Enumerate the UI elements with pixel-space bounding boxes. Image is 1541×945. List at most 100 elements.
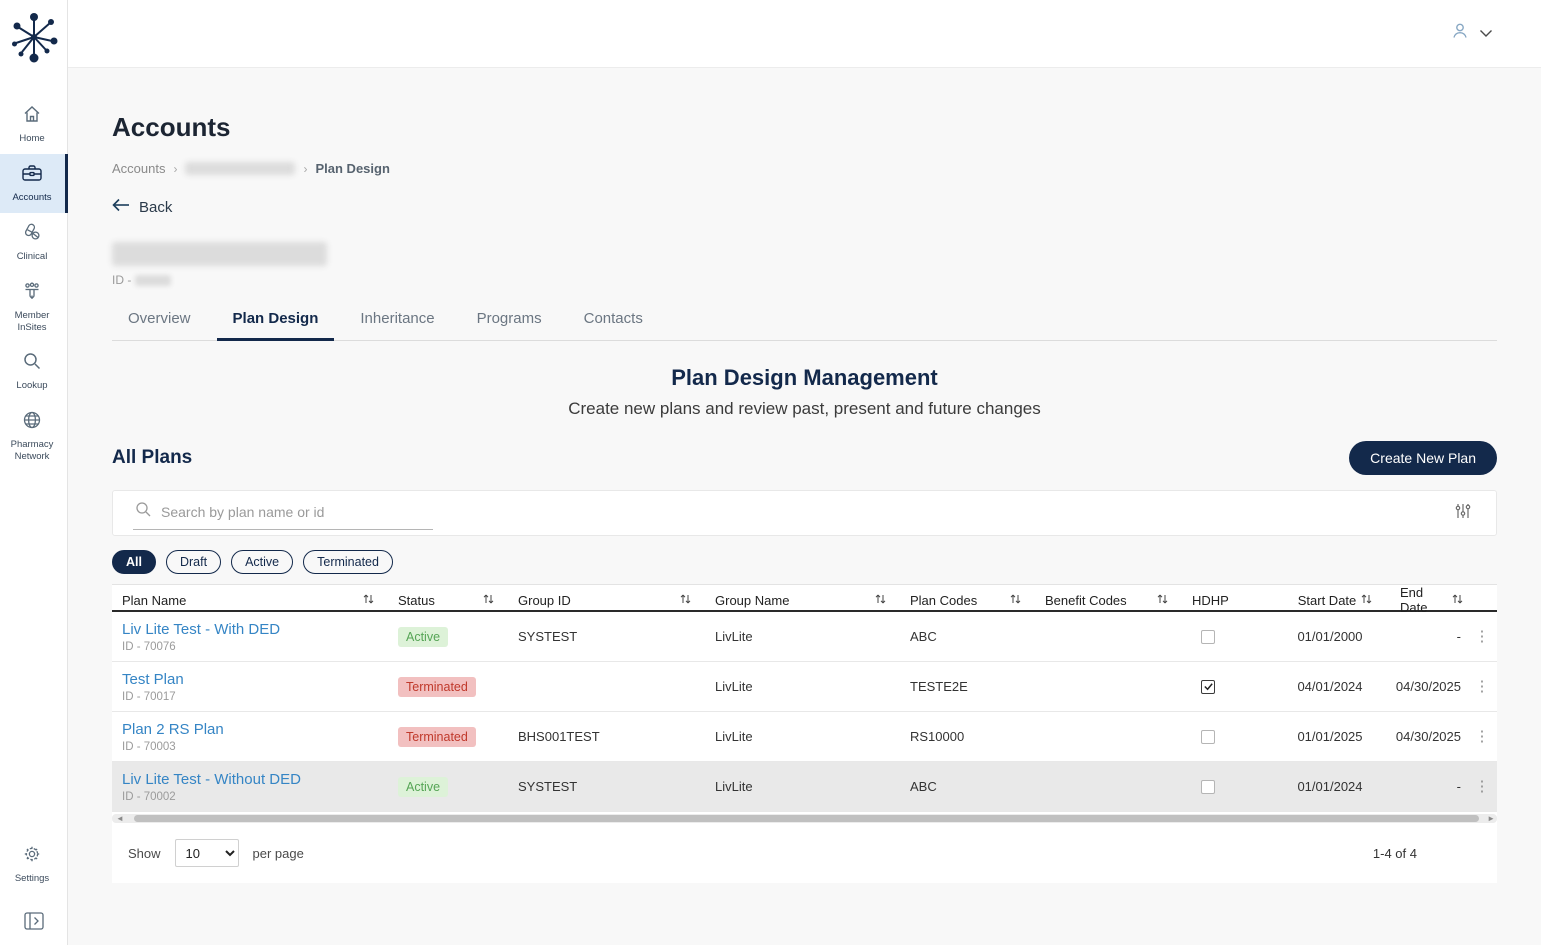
sidebar-item-accounts[interactable]: Accounts [0, 153, 68, 213]
sort-icon [1452, 593, 1463, 608]
sidebar: Home Accounts Clinical Member InSites Lo [0, 0, 68, 945]
sidebar-item-lookup[interactable]: Lookup [0, 342, 68, 401]
table-row: Liv Lite Test - Without DED ID - 70002 Ac… [112, 762, 1497, 812]
tab-programs[interactable]: Programs [476, 310, 542, 327]
sidebar-item-label: Accounts [12, 191, 52, 203]
arrow-left-icon [112, 198, 130, 216]
sort-icon [1010, 593, 1021, 608]
search-input[interactable] [161, 503, 431, 520]
column-header-benefit-codes[interactable]: Benefit Codes [1035, 593, 1182, 608]
pagination: Show 10 per page 1-4 of 4 [112, 823, 1497, 883]
column-header-plan-name[interactable]: Plan Name [112, 593, 388, 608]
tab-inheritance[interactable]: Inheritance [360, 310, 435, 327]
row-menu-icon[interactable]: ⋮ [1474, 678, 1490, 695]
row-menu-icon[interactable]: ⋮ [1474, 628, 1490, 645]
start-date-cell: 01/01/2025 [1297, 729, 1363, 744]
start-date-cell: 01/01/2024 [1297, 779, 1363, 794]
status-badge: Terminated [398, 726, 476, 747]
column-header-status[interactable]: Status [388, 593, 508, 608]
chevron-down-icon [1479, 25, 1493, 43]
sort-icon [1157, 593, 1168, 608]
sidebar-item-clinical[interactable]: Clinical [0, 213, 68, 272]
search-icon [22, 351, 42, 376]
sidebar-item-home[interactable]: Home [0, 95, 68, 154]
create-new-plan-button[interactable]: Create New Plan [1349, 441, 1497, 475]
redacted-account-name [112, 242, 327, 266]
filter-chip-draft[interactable]: Draft [165, 550, 222, 574]
breadcrumb-accounts[interactable]: Accounts [112, 161, 166, 176]
plan-id: ID - 70076 [122, 640, 176, 653]
hdhp-checkbox[interactable] [1201, 729, 1215, 744]
scrollbar-thumb[interactable] [134, 815, 1479, 822]
status-badge: Terminated [398, 676, 476, 697]
page-size-select[interactable]: 10 [174, 839, 239, 867]
topbar [68, 0, 1541, 68]
status-badge: Active [398, 626, 449, 647]
filter-sliders-icon[interactable] [1454, 502, 1472, 525]
search-icon [135, 501, 152, 523]
table-row: Plan 2 RS Plan ID - 70003 Terminated BHS0… [112, 712, 1497, 762]
end-date-cell: - [1456, 629, 1461, 644]
user-icon [1449, 20, 1471, 47]
plan-name-link[interactable]: Liv Lite Test - Without DED [122, 770, 301, 788]
column-header-start-date[interactable]: Start Date [1270, 593, 1390, 608]
pagination-range: 1-4 of 4 [1372, 845, 1417, 861]
horizontal-scrollbar[interactable]: ◄ ► [112, 814, 1497, 823]
group-name-cell: LivLite [715, 779, 753, 794]
search-bar [112, 490, 1497, 536]
group-id-cell: SYSTEST [518, 779, 578, 794]
row-menu-icon[interactable]: ⋮ [1474, 778, 1490, 795]
section-subtitle: Create new plans and review past, presen… [568, 399, 1041, 418]
redacted-account-id [134, 275, 171, 287]
plan-name-link[interactable]: Liv Lite Test - With DED [122, 620, 281, 638]
sidebar-item-label: Member InSites [14, 309, 50, 333]
account-id-prefix: ID - [112, 273, 132, 287]
filter-chip-terminated[interactable]: Terminated [303, 550, 393, 574]
column-header-group-name[interactable]: Group Name [705, 593, 900, 608]
sort-icon [1361, 593, 1372, 608]
start-date-cell: 04/01/2024 [1297, 679, 1363, 694]
user-menu[interactable] [1449, 20, 1493, 47]
breadcrumb-redacted-account[interactable] [185, 162, 296, 175]
scroll-right-icon[interactable]: ► [1487, 814, 1495, 823]
table-row: Liv Lite Test - With DED ID - 70076 Activ… [112, 612, 1497, 662]
gear-icon [22, 844, 42, 869]
page-title: Accounts [112, 112, 231, 142]
home-icon [22, 104, 42, 129]
row-menu-icon[interactable]: ⋮ [1474, 728, 1490, 745]
sidebar-item-label: Settings [14, 873, 50, 885]
column-header-end-date[interactable]: End Date [1390, 585, 1467, 615]
hdhp-checkbox[interactable] [1201, 779, 1215, 794]
filter-chip-all[interactable]: All [112, 550, 156, 574]
sort-icon [483, 593, 494, 608]
status-badge: Active [398, 776, 449, 797]
tab-overview[interactable]: Overview [128, 310, 191, 327]
column-header-hdhp: HDHP [1192, 592, 1229, 608]
people-icon [21, 281, 43, 306]
breadcrumb-current: Plan Design [315, 161, 390, 176]
filter-chip-active[interactable]: Active [231, 550, 294, 574]
app-logo-icon [9, 10, 59, 69]
scroll-left-icon[interactable]: ◄ [116, 814, 124, 823]
tab-contacts[interactable]: Contacts [583, 310, 643, 327]
sidebar-item-settings[interactable]: Settings [0, 835, 68, 894]
tab-bar: Overview Plan Design Inheritance Program… [112, 301, 1497, 341]
all-plans-heading: All Plans [112, 447, 193, 468]
column-header-group-id[interactable]: Group ID [508, 593, 705, 608]
sort-icon [875, 593, 886, 608]
start-date-cell: 01/01/2000 [1297, 629, 1363, 644]
plan-name-link[interactable]: Test Plan [122, 670, 184, 688]
plan-name-link[interactable]: Plan 2 RS Plan [122, 720, 224, 738]
briefcase-icon [21, 163, 43, 188]
tab-plan-design[interactable]: Plan Design [216, 301, 335, 341]
back-button[interactable]: Back [112, 198, 172, 216]
plan-codes-cell: ABC [910, 779, 937, 794]
breadcrumb-separator: › [303, 161, 308, 176]
hdhp-checkbox[interactable] [1201, 629, 1215, 644]
sidebar-item-member-insites[interactable]: Member InSites [0, 272, 68, 343]
hdhp-checkbox[interactable] [1201, 679, 1215, 694]
sidebar-expand-icon[interactable] [23, 912, 44, 935]
column-header-plan-codes[interactable]: Plan Codes [900, 593, 1035, 608]
plan-codes-cell: RS10000 [910, 729, 965, 744]
sidebar-item-pharmacy-network[interactable]: Pharmacy Network [0, 401, 68, 472]
